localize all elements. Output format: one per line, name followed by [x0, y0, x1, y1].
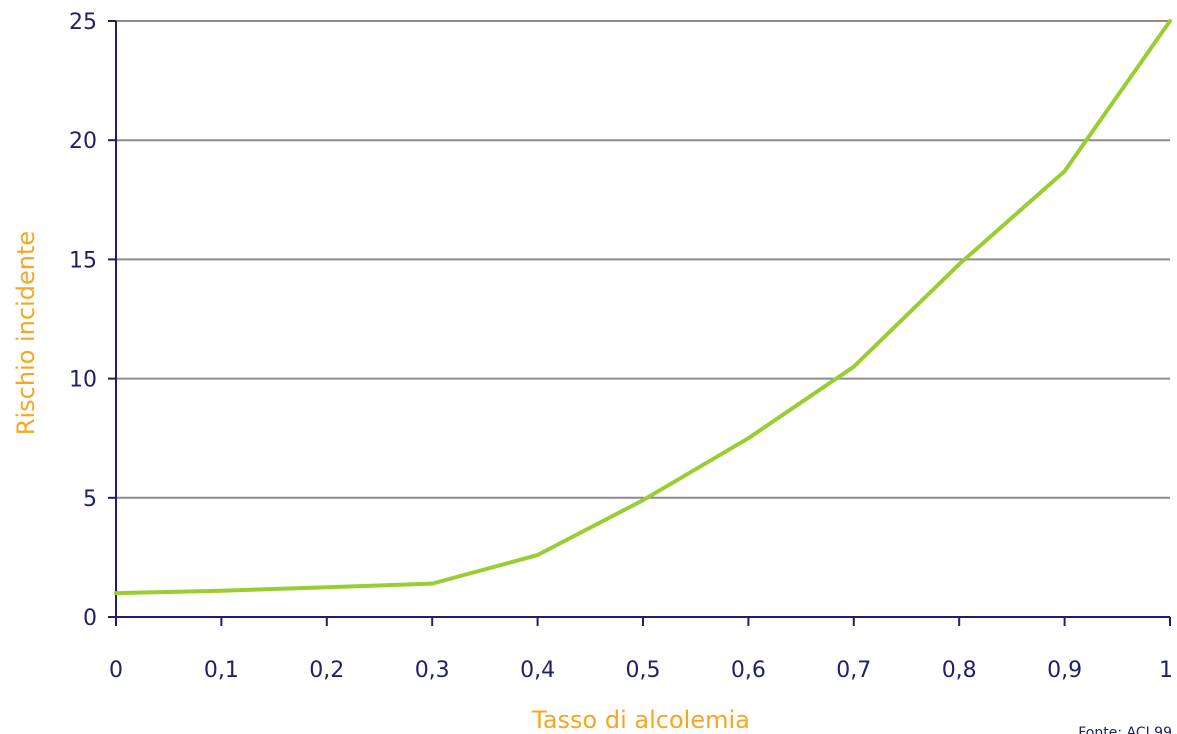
series-line — [114, 19, 1172, 596]
x-tick-label: 0,3 — [415, 658, 450, 683]
x-tick-label: 0,6 — [731, 658, 766, 683]
y-tick-label: 5 — [83, 487, 97, 512]
y-tick-label: 0 — [83, 606, 97, 631]
x-tick-label: 0 — [109, 658, 123, 683]
x-tick-label: 1 — [1159, 658, 1173, 683]
y-axis-title: Rischio incidente — [12, 231, 40, 435]
x-tick-label: 0,1 — [204, 658, 239, 683]
y-tick-label: 25 — [69, 10, 97, 35]
x-axis-title: Tasso di alcolemia — [531, 706, 750, 734]
y-tick-label: 10 — [69, 368, 97, 393]
y-tick-labels: 0 5 10 15 20 25 — [69, 10, 97, 631]
axes — [108, 20, 1171, 626]
series-layer — [114, 19, 1172, 596]
y-tick-label: 15 — [69, 248, 97, 273]
source-note: Fonte: ACI 99 — [1078, 725, 1172, 734]
y-tick-label: 20 — [69, 129, 97, 154]
gridlines — [116, 20, 1170, 499]
x-tick-label: 0,2 — [309, 658, 344, 683]
x-tick-label: 0,8 — [942, 658, 977, 683]
x-tick-labels: 0 0,1 0,2 0,3 0,4 0,5 0,6 0,7 0,8 0,9 1 — [109, 658, 1173, 683]
x-tick-label: 0,5 — [626, 658, 661, 683]
x-tick-label: 0,4 — [520, 658, 555, 683]
x-tick-label: 0,9 — [1047, 658, 1082, 683]
x-tick-label: 0,7 — [836, 658, 871, 683]
